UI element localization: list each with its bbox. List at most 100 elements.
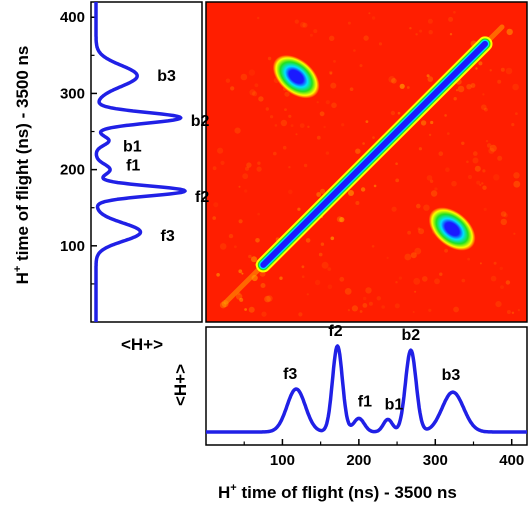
heatmap-noise-speck: [438, 151, 444, 156]
heatmap-noise-speck: [248, 306, 255, 313]
heatmap-noise-speck: [320, 188, 326, 194]
heatmap-noise-speck: [325, 151, 330, 155]
heatmap-noise-speck: [417, 227, 421, 231]
heatmap-noise-speck: [381, 305, 386, 309]
heatmap-noise-speck: [515, 112, 518, 115]
heatmap-noise-speck: [455, 89, 459, 92]
heatmap-noise-speck: [428, 30, 433, 35]
peak-label: f3: [283, 366, 297, 383]
heatmap-noise-speck: [244, 189, 248, 193]
heatmap-noise-speck: [489, 69, 492, 72]
heatmap-noise-speck: [318, 252, 323, 257]
heatmap-noise-speck: [313, 29, 318, 34]
peak-label: b1: [385, 396, 404, 413]
peak-label: f2: [195, 189, 209, 206]
heatmap-noise-speck: [347, 21, 351, 25]
heatmap-noise-speck: [481, 182, 484, 185]
heatmap-noise-speck: [434, 187, 438, 191]
heatmap-noise-speck: [280, 119, 288, 127]
heatmap-noise-speck: [258, 96, 264, 102]
heatmap-noise-speck: [330, 82, 337, 89]
heatmap-noise-speck: [248, 254, 252, 259]
heatmap-noise-speck: [490, 275, 497, 282]
heatmap-noise-speck: [327, 267, 332, 271]
heatmap-noise-speck: [445, 167, 450, 172]
heatmap-noise-speck: [359, 310, 363, 313]
heatmap-noise-speck: [378, 42, 383, 46]
bottom-projection-panel: 100 200 300 400 f3 f2 f1 b1 b2 b3 <H+> H+ time o…: [171, 323, 528, 502]
heatmap-noise-speck: [248, 69, 256, 76]
heatmap-noise-speck: [449, 33, 453, 36]
heatmap-noise-speck: [472, 157, 479, 164]
peak-label: f2: [328, 323, 342, 340]
heatmap-noise-speck: [251, 256, 257, 263]
heatmap-noise-speck: [410, 252, 417, 259]
left-x-axis-title: <H+>: [121, 335, 163, 354]
peak-label: b3: [442, 367, 461, 384]
heatmap-noise-speck: [397, 111, 401, 115]
heatmap-noise-speck: [500, 285, 504, 289]
heatmap-noise-speck: [265, 107, 269, 111]
left-y-axis-title: H+ time of flight (ns) - 3500 ns: [12, 46, 32, 285]
heatmap-noise-speck: [406, 86, 410, 89]
heatmap-noise-speck: [359, 64, 363, 68]
heatmap-noise-speck: [483, 207, 487, 211]
bottom-projection-curve: [205, 344, 528, 434]
heatmap-noise-speck: [284, 108, 287, 111]
bottom-x-tick-labels: 100 200 300 400: [270, 452, 524, 469]
bottom-x-axis-title: H+ time of flight (ns) - 3500 ns: [218, 482, 457, 502]
heatmap-noise-speck: [499, 266, 503, 271]
heatmap-noise-speck: [212, 216, 216, 220]
heatmap-noise-speck: [368, 12, 371, 15]
heatmap-noise-speck: [505, 280, 511, 285]
heatmap-noise-speck: [288, 189, 293, 195]
heatmap-noise-speck: [314, 279, 321, 286]
heatmap-noise-speck: [422, 276, 428, 282]
heatmap-noise-speck: [418, 228, 425, 235]
heatmap-noise-speck: [413, 277, 421, 285]
heatmap-noise-speck: [316, 101, 319, 104]
heatmap-noise-speck: [307, 125, 310, 128]
heatmap-noise-speck: [407, 230, 411, 235]
heatmap-noise-speck: [319, 111, 325, 117]
heatmap-noise-speck: [238, 219, 243, 224]
heatmap-noise-speck: [363, 296, 367, 301]
heatmap-noise-speck: [475, 67, 478, 70]
heatmap-noise-speck: [270, 115, 274, 119]
heatmap-noise-speck: [257, 161, 261, 165]
heatmap-noise-speck: [266, 295, 273, 302]
left-panel-frame: [90, 1, 203, 323]
heatmap-island: [272, 55, 320, 99]
heatmap-noise-speck: [482, 185, 487, 190]
heatmap-noise-speck: [482, 93, 485, 96]
heatmap-noise-speck: [500, 218, 507, 226]
heatmap-noise-speck: [217, 147, 224, 154]
bottom-x-tick-label: 200: [346, 452, 371, 469]
left-y-tick-labels: 100 200 300 400: [60, 9, 85, 255]
heatmap-noise-speck: [351, 305, 358, 312]
heatmap-noise-speck: [244, 308, 248, 311]
heatmap-noise-speck: [261, 311, 267, 317]
heatmap-noise-speck: [427, 18, 433, 24]
heatmap-noise-speck: [274, 124, 278, 127]
heatmap-noise-speck: [376, 296, 381, 301]
heatmap-noise-speck: [339, 276, 345, 282]
heatmap-noise-speck: [395, 178, 400, 183]
left-y-ticks: [91, 16, 97, 285]
heatmap-noise-speck: [503, 213, 508, 218]
heatmap-noise-speck: [316, 135, 321, 140]
heatmap-noise-speck: [409, 27, 412, 30]
heatmap-noise-speck: [419, 29, 423, 33]
heatmap-noise-speck: [257, 16, 260, 20]
heatmap-noise-speck: [325, 100, 330, 105]
heatmap-noise-speck: [453, 97, 457, 101]
heatmap-noise-speck: [426, 74, 430, 78]
diagonal-line: [260, 40, 488, 268]
heatmap-noise-speck: [398, 276, 402, 280]
heatmap-noise-speck: [246, 162, 252, 168]
left-y-tick-label: 200: [60, 162, 85, 179]
heatmap-noise-speck: [256, 166, 262, 172]
heatmap-noise-speck: [428, 308, 432, 312]
heatmap-noise-speck: [489, 144, 497, 152]
